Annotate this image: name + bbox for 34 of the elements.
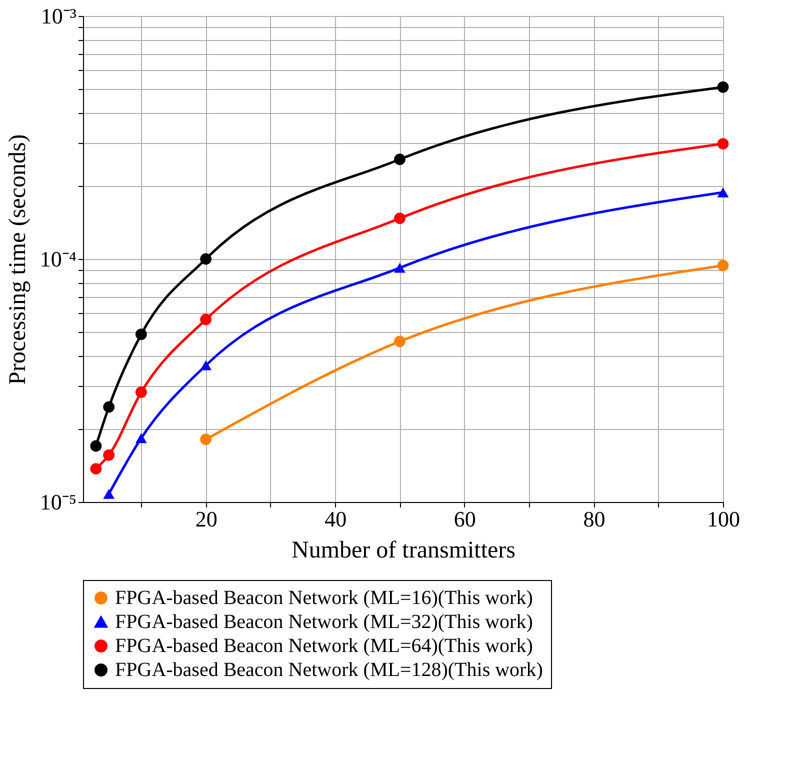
point — [200, 434, 212, 446]
point — [90, 440, 102, 452]
x-tick-label: 40 — [324, 506, 347, 532]
point — [394, 262, 406, 273]
point — [90, 463, 102, 474]
point — [135, 433, 147, 444]
legend-label: FPGA-based Beacon Network (ML=16)(This work) — [115, 587, 533, 609]
x-tick-label: 80 — [583, 506, 606, 532]
point — [394, 212, 406, 224]
point — [717, 138, 729, 150]
point — [394, 154, 406, 166]
point — [103, 449, 115, 461]
y-tick-label: 10⁻⁵ — [40, 490, 76, 514]
point — [135, 386, 147, 398]
point — [200, 360, 212, 370]
legend-label: FPGA-based Beacon Network (ML=64)(This work) — [115, 635, 533, 657]
y-tick-label: 10⁻⁴ — [40, 246, 77, 272]
point — [717, 260, 729, 272]
point — [103, 488, 115, 499]
x-tick-label: 100 — [707, 506, 740, 532]
point — [200, 253, 212, 265]
point — [717, 81, 729, 93]
legend-label: FPGA-based Beacon Network (ML=32)(This work) — [115, 611, 533, 633]
point — [103, 401, 115, 413]
y-axis-title: Processing time (seconds) — [4, 134, 31, 385]
point — [717, 187, 729, 198]
point — [394, 336, 406, 348]
x-tick-label: 20 — [195, 506, 218, 532]
y-tick-label: 10⁻³ — [40, 4, 77, 28]
point — [200, 314, 212, 326]
x-axis-title: Number of transmitters — [292, 538, 516, 564]
x-tick-label: 60 — [454, 506, 476, 532]
legend-label: FPGA-based Beacon Network (ML=128)(This work) — [115, 659, 543, 681]
point — [135, 328, 147, 340]
